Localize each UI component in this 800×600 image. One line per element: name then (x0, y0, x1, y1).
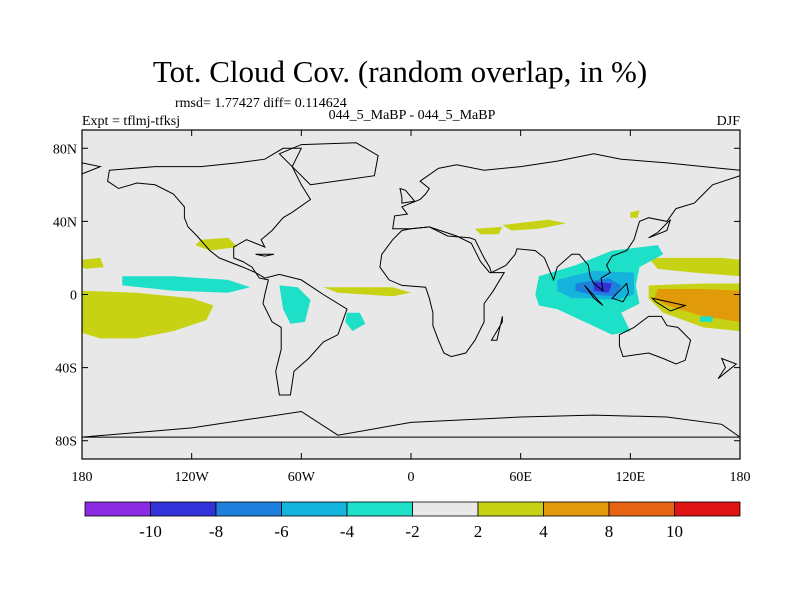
anomaly-region-10 (323, 287, 411, 297)
coastline-13 (650, 297, 687, 312)
colorbar-label: 10 (666, 522, 683, 541)
colorbar: -10 -8 -6 -4 -2 2 4 8 10 (84, 501, 741, 541)
colorbar-label: -8 (209, 522, 223, 541)
coastline-6 (490, 316, 503, 341)
colorbar-swatch (477, 501, 544, 517)
colorbar-swatch (674, 501, 741, 517)
anomaly-region-12 (648, 257, 740, 277)
colorbar-swatch (281, 501, 348, 517)
anomaly-region-2 (82, 290, 214, 339)
anomaly-region-8 (502, 219, 567, 231)
left-label: Expt = tflmj-tfksj (82, 114, 180, 129)
anomaly-region-4 (279, 285, 311, 324)
stats-label: rmsd= 1.77427 diff= 0.114624 (175, 96, 347, 111)
x-tick-label: 0 (408, 470, 415, 485)
anomaly-region-9 (475, 226, 503, 235)
coastline-0 (107, 147, 348, 396)
coastline-1 (392, 153, 740, 292)
coastline-9 (82, 162, 103, 175)
colorbar-swatch (346, 501, 413, 517)
center-label: 044_5_MaBP - 044_5_MaBP (329, 108, 496, 123)
colorbar-label: 2 (474, 522, 483, 541)
colorbar-swatch (84, 501, 151, 517)
anomaly-region-7 (82, 257, 104, 269)
y-tick-label: 40S (55, 362, 77, 377)
colorbar-swatch (215, 501, 282, 517)
colorbar-swatch (150, 501, 217, 517)
x-tick-label: 120E (616, 470, 646, 485)
y-tick-label: 80N (53, 142, 77, 157)
season-label: DJF (717, 114, 741, 129)
y-tick-label: 0 (70, 289, 77, 304)
colorbar-label: -6 (274, 522, 288, 541)
y-tick-label: 80S (55, 435, 77, 450)
anomaly-layer (82, 210, 740, 339)
coastline-4 (278, 142, 379, 186)
y-tick-label: 40N (53, 215, 77, 230)
colorbar-label: 8 (605, 522, 614, 541)
axis-ticks: 180 120W 60W 0 60E 120E 180 80N 40N 0 40S 80S (53, 130, 751, 485)
colorbar-label: -10 (139, 522, 162, 541)
coastline-3 (618, 315, 692, 365)
x-tick-label: 60E (509, 470, 532, 485)
colorbar-label: -4 (340, 522, 355, 541)
coastline-layer (82, 142, 740, 438)
coastline-7 (648, 219, 671, 239)
x-tick-label: 60W (288, 470, 316, 485)
anomaly-region-14 (654, 289, 740, 322)
colorbar-label: 4 (539, 522, 548, 541)
anomaly-region-18 (593, 281, 613, 293)
coastline-14 (255, 253, 274, 257)
colorbar-swatch (608, 501, 675, 517)
colorbar-swatch (412, 501, 479, 517)
anomaly-region-19 (699, 316, 713, 322)
x-tick-label: 120W (175, 470, 210, 485)
coastline-8 (399, 187, 416, 204)
anomaly-region-5 (345, 312, 366, 332)
anomaly-region-6 (195, 237, 238, 251)
colorbar-swatch (543, 501, 610, 517)
x-tick-label: 180 (730, 470, 751, 485)
coastline-10 (717, 357, 738, 379)
chart-title: Tot. Cloud Cov. (random overlap, in %) (153, 54, 647, 89)
coastline-12 (611, 282, 630, 303)
coastline-11 (584, 285, 604, 306)
anomaly-region-3 (122, 276, 251, 293)
coastline-2 (379, 226, 506, 358)
colorbar-label: -2 (405, 522, 419, 541)
map-background (82, 130, 740, 459)
anomaly-region-11 (630, 210, 640, 218)
x-tick-label: 180 (72, 470, 93, 485)
coastline-5 (82, 410, 740, 438)
